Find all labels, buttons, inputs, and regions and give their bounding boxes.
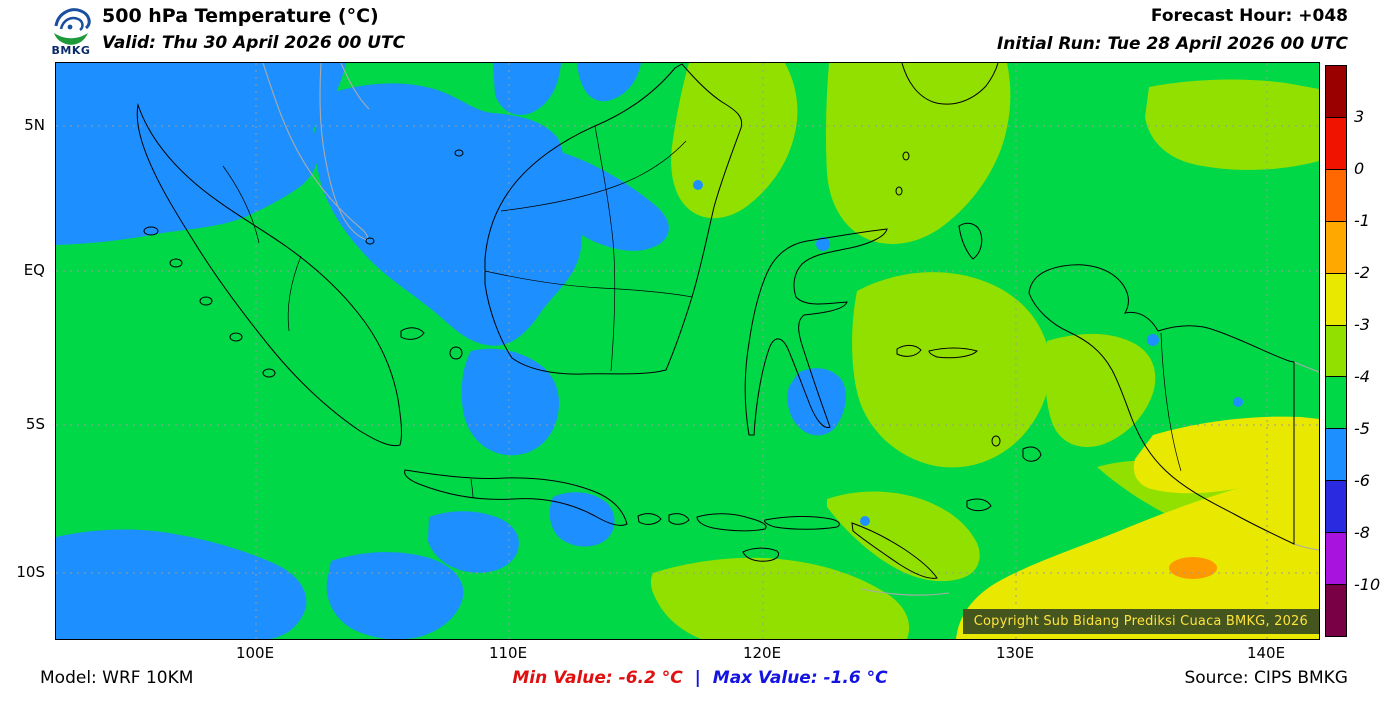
- foreign-coastlines: [262, 63, 1319, 596]
- header-right: Forecast Hour: +048 Initial Run: Tue 28 …: [997, 0, 1348, 54]
- colorbar-label: -6: [1354, 471, 1370, 490]
- colorbar-label: -1: [1354, 211, 1370, 230]
- colorbar-segment: [1325, 116, 1347, 170]
- colorbar-segment: [1325, 220, 1347, 274]
- max-value: Max Value: -1.6 °C: [712, 668, 888, 688]
- map-area: Copyright Sub Bidang Prediksi Cuaca BMKG…: [55, 62, 1320, 640]
- colorbar-segment: [1325, 376, 1347, 430]
- lat-label-5n: 5N: [24, 116, 45, 134]
- copyright-notice: Copyright Sub Bidang Prediksi Cuaca BMKG…: [962, 609, 1319, 634]
- min-max-values: Min Value: -6.2 °C | Max Value: -1.6 °C: [0, 668, 1400, 688]
- bmkg-logo-text: BMKG: [51, 44, 91, 57]
- lat-label-eq: EQ: [23, 261, 45, 279]
- colorbar-segment: [1325, 428, 1347, 482]
- forecast-hour: Forecast Hour: +048: [1150, 6, 1348, 26]
- lon-label-140e: 140E: [1246, 644, 1286, 662]
- lon-label-110e: 110E: [488, 644, 528, 662]
- colorbar-segment: [1325, 532, 1347, 586]
- colorbar-segment: [1325, 324, 1347, 378]
- min-max-separator: |: [694, 668, 701, 688]
- admin-borders: [222, 125, 1182, 499]
- model-label: Model: WRF 10KM: [40, 668, 194, 688]
- colorbar-segment: [1325, 480, 1347, 534]
- colorbar-segment: [1325, 65, 1347, 118]
- grid-lines: [56, 63, 1319, 639]
- valid-time: Valid: Thu 30 April 2026 00 UTC: [102, 33, 406, 53]
- lat-label-5s: 5S: [25, 415, 45, 433]
- colorbar: [1325, 65, 1347, 637]
- map-svg: [56, 63, 1319, 639]
- colorbar-segment: [1325, 168, 1347, 222]
- lon-label-120e: 120E: [742, 644, 782, 662]
- temperature-regions: [56, 63, 1319, 639]
- lat-label-10s: 10S: [16, 563, 45, 581]
- colorbar-label: -8: [1354, 523, 1370, 542]
- min-value: Min Value: -6.2 °C: [512, 668, 683, 688]
- lon-label-100e: 100E: [235, 644, 275, 662]
- colorbar-label: -5: [1354, 419, 1370, 438]
- colorbar-label: -2: [1354, 263, 1370, 282]
- coastlines: [136, 63, 1295, 579]
- colorbar-label: 3: [1354, 107, 1365, 126]
- colorbar-label: -4: [1354, 367, 1370, 386]
- colorbar-label: 0: [1354, 159, 1365, 178]
- source-label: Source: CIPS BMKG: [1184, 668, 1348, 688]
- bmkg-logo: BMKG: [44, 2, 98, 60]
- initial-run: Initial Run: Tue 28 April 2026 00 UTC: [996, 34, 1348, 54]
- lon-label-130e: 130E: [995, 644, 1035, 662]
- page-title: 500 hPa Temperature (°C): [102, 5, 379, 27]
- colorbar-label: -3: [1354, 315, 1370, 334]
- colorbar-label: -10: [1354, 575, 1381, 594]
- bmkg-logo-icon: [54, 8, 91, 45]
- colorbar-segment: [1325, 584, 1347, 637]
- colorbar-segment: [1325, 272, 1347, 326]
